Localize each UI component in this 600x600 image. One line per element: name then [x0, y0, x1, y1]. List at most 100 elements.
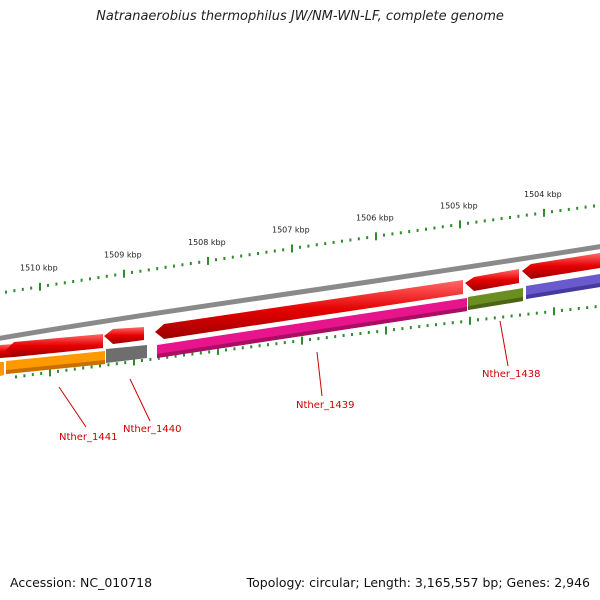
minor-tick — [124, 361, 127, 365]
minor-tick — [544, 310, 547, 314]
cds-arrow — [522, 253, 600, 279]
genome-backbone — [0, 244, 600, 341]
major-tick — [133, 357, 135, 366]
minor-tick — [577, 307, 580, 310]
minor-tick — [183, 353, 185, 357]
minor-tick — [409, 326, 412, 330]
minor-tick — [408, 230, 411, 234]
minor-tick — [40, 372, 43, 375]
minor-tick — [492, 218, 495, 222]
minor-tick — [114, 273, 117, 277]
major-tick — [469, 316, 471, 325]
minor-tick — [198, 260, 201, 264]
minor-tick — [534, 212, 537, 216]
minor-tick — [561, 308, 563, 312]
minor-tick — [460, 320, 463, 324]
minor-tick — [376, 330, 379, 334]
minor-tick — [517, 214, 520, 218]
cds-track — [0, 253, 600, 358]
tick-label: 1509 kbp — [104, 251, 142, 260]
minor-tick — [451, 321, 454, 325]
minor-tick — [258, 344, 261, 348]
minor-tick — [31, 373, 34, 377]
tick-label: 1504 kbp — [524, 190, 562, 199]
tick-label: 1510 kbp — [20, 264, 58, 273]
cds-arrow — [155, 280, 463, 339]
minor-tick — [89, 277, 91, 281]
minor-tick — [282, 248, 285, 252]
minor-tick — [139, 269, 142, 273]
minor-tick — [325, 336, 328, 340]
minor-tick — [248, 253, 251, 257]
minor-tick — [215, 258, 217, 262]
major-tick — [301, 336, 303, 345]
cds-arrow — [104, 327, 144, 344]
minor-tick — [401, 327, 404, 331]
minor-tick — [334, 335, 337, 339]
minor-tick — [265, 250, 268, 254]
minor-tick — [485, 317, 488, 321]
minor-tick — [433, 226, 436, 230]
gene-label-1441: Nther_1441 — [59, 432, 117, 443]
leader-1439 — [316, 351, 323, 397]
minor-tick — [477, 318, 479, 322]
minor-tick — [443, 322, 446, 326]
minor-tick — [275, 342, 278, 346]
major-tick — [543, 208, 545, 217]
minor-tick — [181, 263, 184, 267]
inner-tick-row — [15, 305, 597, 379]
gene-track — [0, 274, 600, 376]
minor-tick — [383, 233, 385, 237]
minor-tick — [441, 225, 444, 229]
minor-tick — [156, 267, 159, 271]
major-tick — [553, 307, 555, 316]
minor-tick — [493, 316, 496, 320]
minor-tick — [115, 362, 118, 366]
minor-tick — [30, 286, 33, 290]
minor-tick — [107, 363, 110, 367]
minor-tick — [435, 323, 437, 327]
minor-tick — [359, 332, 362, 335]
cds-arrow — [6, 334, 103, 357]
minor-tick — [57, 369, 59, 373]
gene-bar-1438-shade — [468, 297, 523, 310]
major-tick — [217, 346, 219, 355]
minor-tick — [569, 308, 572, 311]
minor-tick — [426, 324, 429, 328]
minor-tick — [483, 219, 486, 223]
minor-tick — [99, 364, 101, 368]
major-tick — [123, 269, 125, 278]
minor-tick — [73, 367, 76, 371]
topology-summary: Topology: circular; Length: 3,165,557 bp… — [246, 575, 590, 590]
major-tick — [375, 232, 377, 241]
outer-tick-row — [5, 204, 595, 294]
gene-label-1438: Nther_1438 — [482, 369, 540, 380]
minor-tick — [105, 274, 108, 278]
minor-tick — [519, 313, 521, 317]
minor-tick — [551, 210, 553, 214]
leader-1441 — [58, 386, 87, 428]
minor-tick — [164, 265, 167, 269]
minor-tick — [500, 217, 503, 221]
minor-tick — [157, 356, 160, 360]
minor-tick — [393, 328, 395, 332]
minor-tick — [475, 220, 478, 224]
minor-tick — [299, 245, 301, 249]
minor-tick — [283, 341, 286, 345]
minor-tick — [584, 205, 587, 209]
minor-tick — [23, 374, 26, 378]
minor-tick — [535, 311, 538, 315]
minor-tick — [351, 333, 353, 336]
minor-tick — [189, 262, 192, 265]
minor-tick — [341, 239, 343, 243]
major-tick — [459, 220, 461, 229]
minor-tick — [467, 221, 469, 225]
minor-tick — [47, 283, 49, 287]
tick-label: 1505 kbp — [440, 201, 478, 210]
minor-tick — [559, 209, 562, 213]
tick-label: 1508 kbp — [188, 238, 226, 247]
minor-tick — [525, 213, 528, 217]
leader-1438 — [499, 320, 509, 367]
minor-tick — [166, 355, 169, 359]
